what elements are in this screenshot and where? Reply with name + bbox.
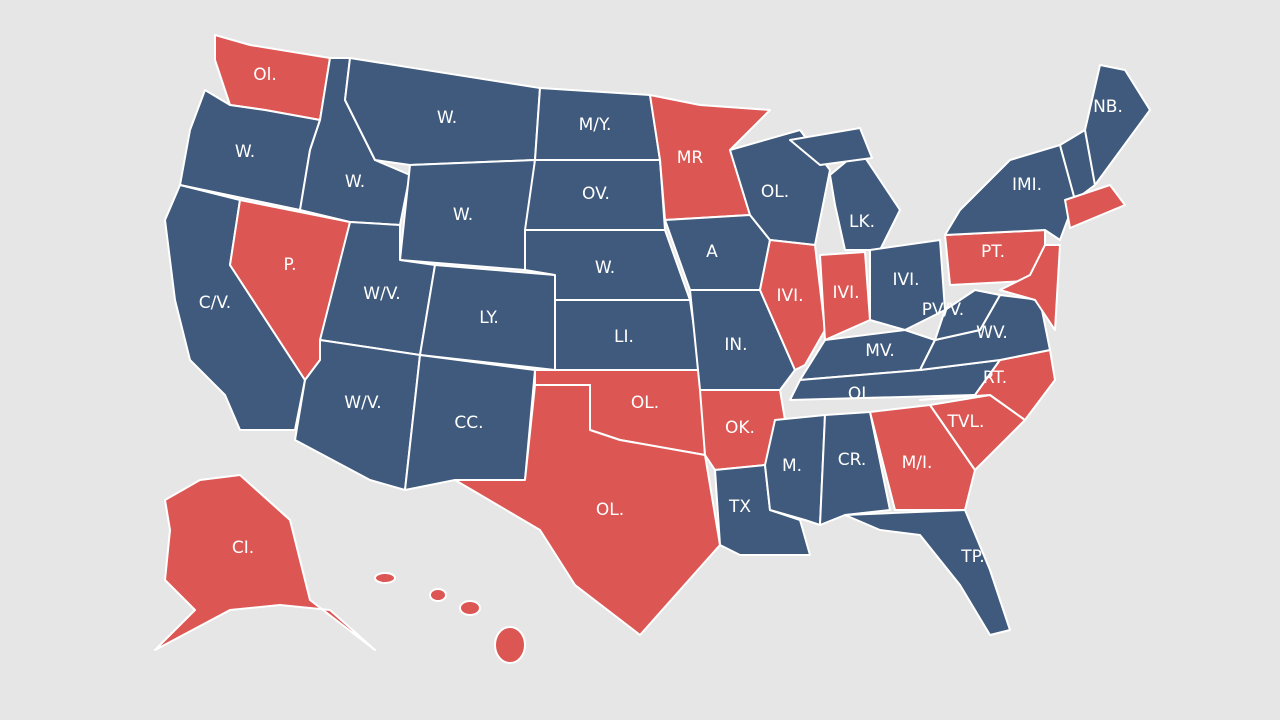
state-label: W/V. (344, 393, 381, 413)
state-label: OK. (725, 418, 755, 438)
state-label: MV. (865, 341, 895, 361)
state-label: W/V. (363, 284, 400, 304)
state-label: LY. (479, 308, 499, 328)
state-label: NB. (1093, 97, 1123, 117)
state-label: IVI. (832, 283, 859, 303)
state (919, 349, 1056, 421)
state (1084, 64, 1151, 186)
island (429, 588, 447, 602)
state-label: RT. (983, 368, 1007, 388)
state-label: TP. (960, 547, 984, 567)
state-label: M/I. (902, 453, 933, 473)
state-label: W. (437, 108, 457, 128)
state-label: W. (595, 258, 615, 278)
state-label: IMI. (1012, 175, 1042, 195)
state-label: OL. (596, 500, 624, 520)
state (999, 244, 1061, 331)
state-label: MR (677, 148, 704, 168)
state (789, 127, 873, 166)
state-label: WV. (976, 323, 1008, 343)
state (844, 509, 1011, 636)
state-label: A (706, 242, 718, 262)
state-label: OL. (761, 182, 789, 202)
state-label: CI. (232, 538, 254, 558)
state-label: IVI. (892, 270, 919, 290)
state (689, 289, 796, 391)
state-label: P. (283, 255, 296, 275)
state (819, 411, 891, 526)
state-label: C/V. (199, 293, 231, 313)
state-shapes (154, 34, 1151, 664)
state-label: CC. (454, 413, 483, 433)
state-label: LK. (849, 212, 875, 232)
state-label: OL. (848, 384, 876, 404)
state-label: W. (235, 142, 255, 162)
state-label: OV. (582, 184, 610, 204)
island (494, 626, 526, 664)
state-label: IN. (724, 335, 747, 355)
state-label: TX (728, 497, 751, 517)
state-label: TVL. (947, 412, 985, 432)
state-label: OL. (631, 393, 659, 413)
state-label: LI. (614, 327, 634, 347)
state (934, 289, 1001, 341)
island (459, 600, 481, 616)
state (1064, 184, 1126, 229)
state (829, 149, 901, 251)
state-label: CR. (838, 450, 866, 470)
state (869, 239, 946, 331)
state-label: IVI. (776, 286, 803, 306)
state (759, 239, 826, 371)
state (944, 144, 1076, 241)
state (869, 404, 976, 511)
state-labels: Ol. W. C/V. P. W. W. W. W/V. LY. W/V. CC… (199, 65, 1123, 567)
state (454, 384, 721, 636)
state-label: M/Y. (579, 115, 612, 135)
state-label: W. (345, 172, 365, 192)
island (374, 572, 396, 584)
state (154, 474, 376, 651)
state-label: W. (453, 205, 473, 225)
state-label: Ol. (253, 65, 277, 85)
state-label: M. (782, 456, 802, 476)
state-label: PV/V. (922, 300, 964, 320)
state-label: PT. (981, 242, 1005, 262)
